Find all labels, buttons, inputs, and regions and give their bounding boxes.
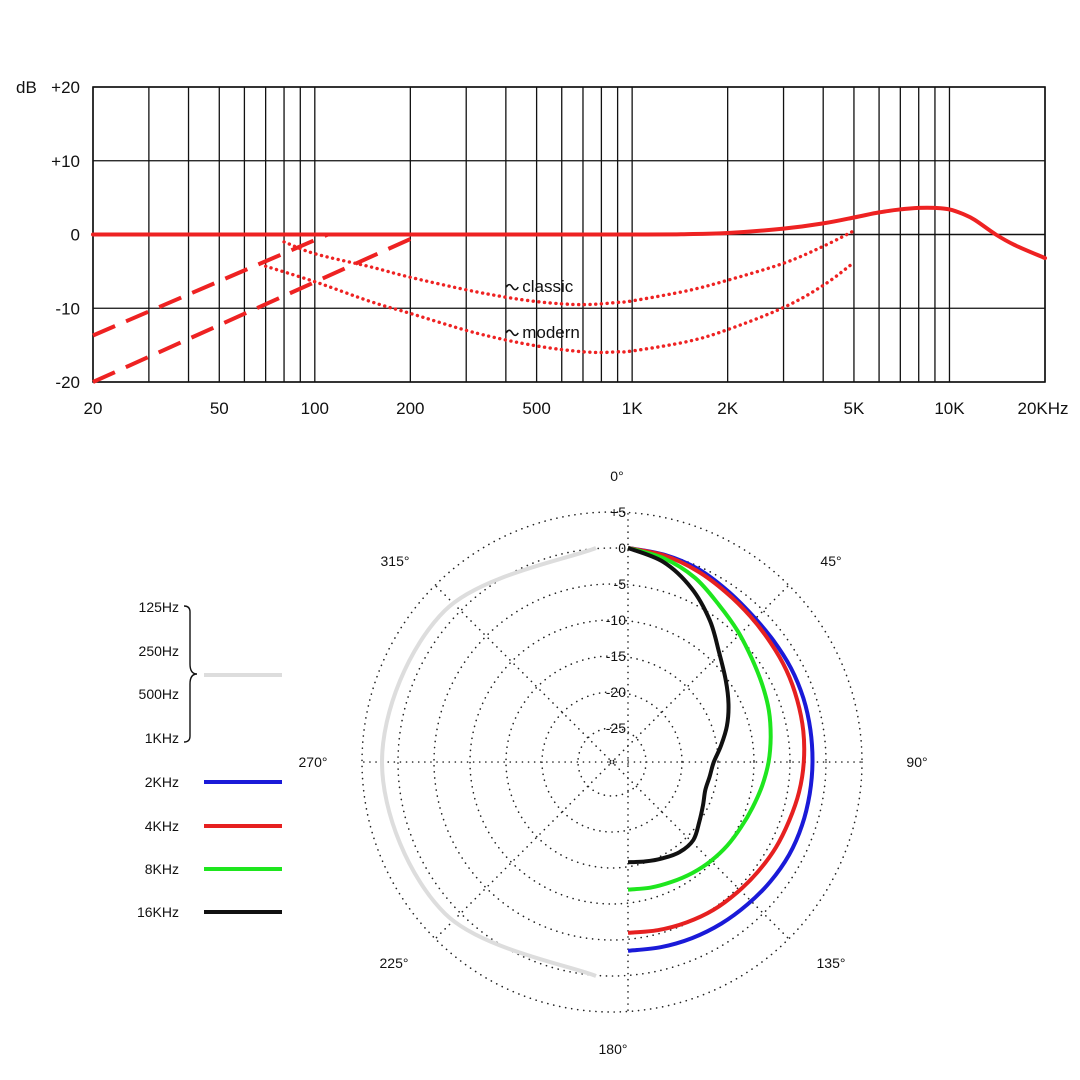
legend-group-label: 500Hz [139,686,179,702]
series-line-solid [91,205,1047,261]
x-tick-label: 10K [934,399,965,418]
series-line-dotted [282,229,856,307]
angle-label: 315° [381,553,410,569]
polar-legend: 125Hz 250Hz 500Hz 1KHz 2KHz 4KHz 8KHz 16KHz [137,599,282,920]
tilde-icon [505,329,519,337]
angle-label: 180° [599,1041,628,1057]
tilde-icon [505,283,519,291]
polar-series [379,546,815,978]
polar-ring [505,655,719,869]
frequency-annotations: classic modern [505,277,580,342]
legend-label: 16KHz [137,904,179,920]
frequency-series [91,205,1047,384]
x-tick-label: 500 [522,399,550,418]
x-tick-label: 100 [301,399,329,418]
series-line-dashed [92,232,329,338]
frequency-tick-labels: +20 +10 0 -10 -20 dB 20 50 100 200 500 1K 2K 5K 10K 20K… [16,78,1069,418]
angle-label: 0° [610,468,623,484]
angle-label: 90° [906,754,927,770]
series-line-dotted [263,260,856,355]
ring-label: -20 [606,684,626,700]
legend-group-label: 1KHz [145,730,179,746]
series-line-dashed [92,232,422,384]
polar-series-line [379,546,597,978]
y-tick-label: -20 [55,373,80,392]
annotation-label: modern [522,323,580,342]
y-tick-label: +20 [51,78,80,97]
polar-series-line [627,546,773,892]
polar-ring [397,547,827,977]
angle-label: 225° [380,955,409,971]
angle-label: 135° [817,955,846,971]
y-tick-label: 0 [71,226,80,245]
polar-series-line [627,546,731,865]
ring-label: -25 [606,720,626,736]
legend-label: 8KHz [145,861,179,877]
annotation-label: classic [522,277,574,296]
ring-label: +5 [610,504,626,520]
legend-label: 2KHz [145,774,179,790]
polar-ring [433,583,791,941]
polar-series-line [627,546,807,935]
legend-group-label: 250Hz [139,643,179,659]
angle-label: 270° [299,754,328,770]
y-tick-label: +10 [51,152,80,171]
ring-label: -15 [606,648,626,664]
polar-ring [469,619,755,905]
legend-group-label: 125Hz [139,599,179,615]
polar-pattern-chart: +5 0 -5 -10 -15 -20 -25 0° 45° 90° 135° 180° 225° 270… [299,468,928,1057]
y-axis-label: dB [16,78,37,97]
x-tick-label: 5K [844,399,865,418]
polar-labels: +5 0 -5 -10 -15 -20 -25 0° 45° 90° 135° 180° 225° 270… [299,468,928,1057]
polar-spoke [434,759,615,940]
polar-ring [361,511,863,1013]
x-tick-label: 20 [84,399,103,418]
polar-grid [361,511,863,1013]
ring-label: -10 [606,612,626,628]
x-tick-label: 200 [396,399,424,418]
x-tick-label: 1K [622,399,643,418]
angle-label: 45° [820,553,841,569]
polar-spoke [609,584,790,765]
x-tick-label: 2K [717,399,738,418]
y-tick-label: -10 [55,299,80,318]
ring-label: -5 [614,576,627,592]
frequency-response-chart: classic modern +20 +10 0 -10 -20 dB 20 50 100 200 5… [16,78,1069,418]
polar-ring [541,691,683,833]
legend-label: 4KHz [145,818,179,834]
x-tick-label: 20KHz [1017,399,1068,418]
polar-spoke [434,584,615,765]
bracket-icon [183,605,198,743]
x-tick-label: 50 [210,399,229,418]
ring-label: 0 [618,540,626,556]
polar-spoke [609,759,790,940]
polar-series-line [627,546,815,953]
